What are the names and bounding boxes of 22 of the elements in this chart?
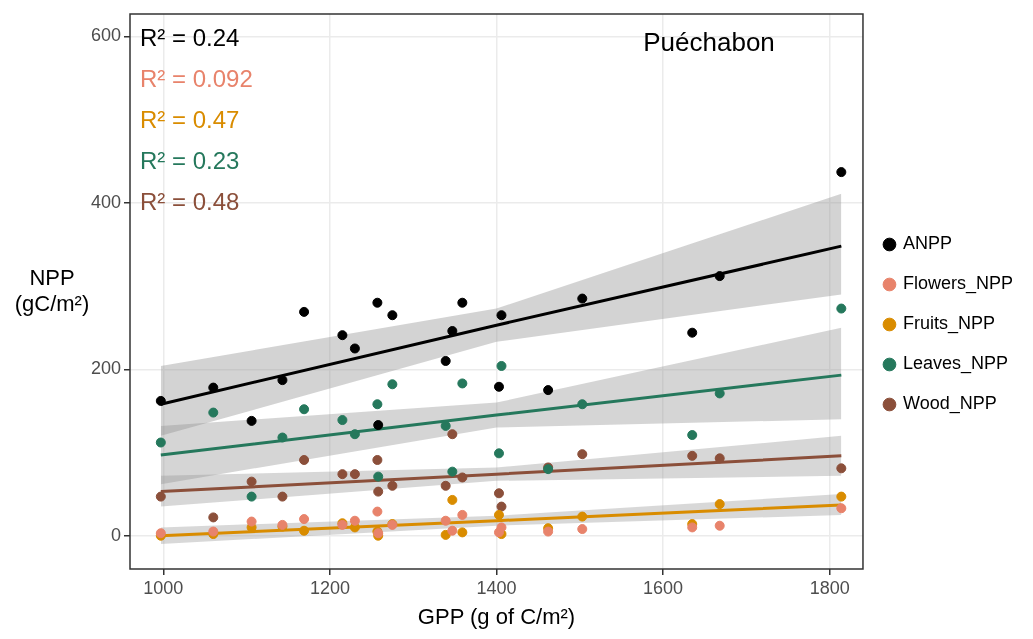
- y-tick-label: 600: [90, 25, 121, 46]
- annotation: R² = 0.47: [140, 105, 240, 133]
- y-axis-title: NPP (gC/m²): [14, 264, 90, 316]
- y-tick-label: 200: [90, 358, 121, 379]
- legend-label: Fruits_NPP: [902, 313, 995, 335]
- x-axis-title: GPP (g of C/m²): [417, 603, 576, 629]
- y-tick-label: 400: [90, 191, 121, 212]
- text: Puéchabon: [643, 27, 775, 58]
- legend-label: ANPP: [902, 233, 952, 254]
- x-tick-label: 1200: [309, 577, 350, 598]
- legend-label: Wood_NPP: [902, 393, 997, 415]
- annotation: R² = 0.24: [140, 23, 240, 51]
- annotation: R² = 0.092: [140, 64, 253, 92]
- x-tick-label: 1800: [809, 577, 850, 598]
- y-tick-label: 0: [110, 524, 121, 545]
- annotation: R² = 0.48: [140, 187, 240, 215]
- x-tick-label: 1000: [143, 577, 184, 598]
- legend-label: Leaves_NPP: [902, 353, 1009, 375]
- x-tick-label: 1400: [476, 577, 517, 598]
- legend-label: Flowers_NPP: [902, 273, 1013, 295]
- annotation: R² = 0.23: [140, 146, 240, 174]
- x-tick-label: 1600: [643, 577, 684, 598]
